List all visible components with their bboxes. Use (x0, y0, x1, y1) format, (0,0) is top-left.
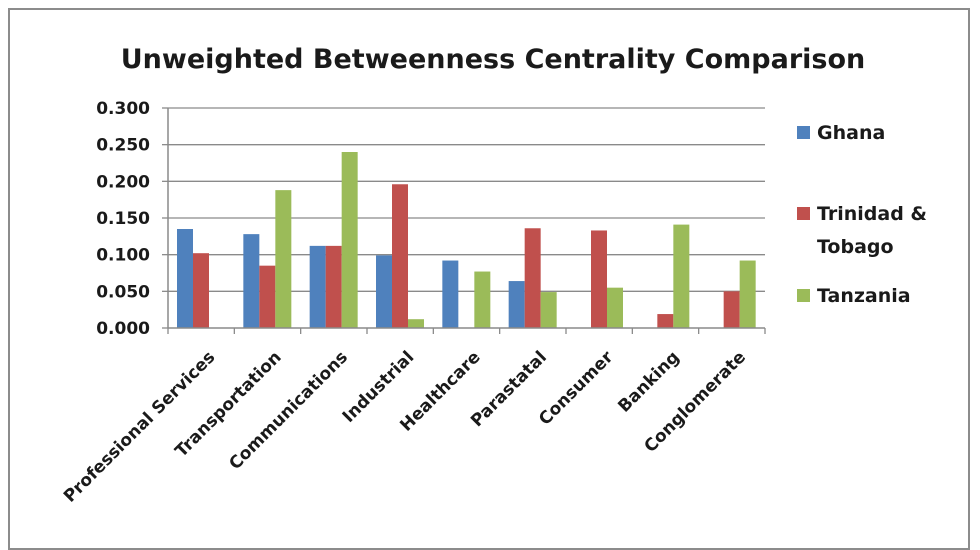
x-category-label: Banking (614, 347, 683, 416)
bar (723, 291, 740, 328)
legend-label: Trinidad & (817, 203, 927, 225)
y-tick-label: 0.050 (96, 282, 150, 302)
bar (673, 224, 690, 328)
legend: Ghana Trinidad & Tobago Tanzania (797, 122, 927, 307)
bar (739, 260, 756, 328)
legend-label: Tanzania (817, 285, 911, 307)
bars (177, 152, 756, 328)
bar (508, 281, 525, 328)
bar (341, 152, 358, 328)
y-tick-label: 0.250 (96, 136, 150, 156)
bar (657, 314, 674, 328)
axes (167, 108, 766, 334)
bar (540, 292, 557, 328)
bar (325, 245, 342, 328)
x-category-label: Communications (225, 347, 352, 474)
y-axis-ticks: 0.000 0.050 0.100 0.150 0.200 0.250 0.300 (96, 99, 168, 339)
legend-swatch (797, 289, 810, 302)
chart-title: Unweighted Betweenness Centrality Compar… (121, 44, 865, 75)
bar (408, 319, 424, 328)
bar (376, 255, 392, 328)
y-tick-label: 0.200 (96, 172, 150, 192)
legend-swatch (797, 126, 810, 139)
legend-label: Tobago (817, 236, 894, 258)
bar (275, 190, 292, 328)
bar (243, 234, 260, 328)
y-tick-label: 0.100 (96, 246, 150, 266)
bar (193, 253, 209, 328)
bar (259, 265, 276, 328)
y-tick-label: 0.000 (96, 319, 150, 339)
bar (309, 245, 326, 328)
bar (591, 230, 607, 328)
bar (607, 287, 623, 328)
y-tick-label: 0.300 (96, 99, 150, 119)
bar (392, 184, 408, 328)
y-tick-label: 0.150 (96, 209, 150, 229)
bar (177, 229, 193, 328)
x-axis-labels: Professional ServicesTransportationCommu… (60, 347, 750, 507)
bar (524, 228, 541, 328)
bar (474, 271, 491, 328)
legend-swatch (797, 207, 810, 220)
bar (442, 260, 459, 328)
legend-label: Ghana (817, 122, 885, 144)
